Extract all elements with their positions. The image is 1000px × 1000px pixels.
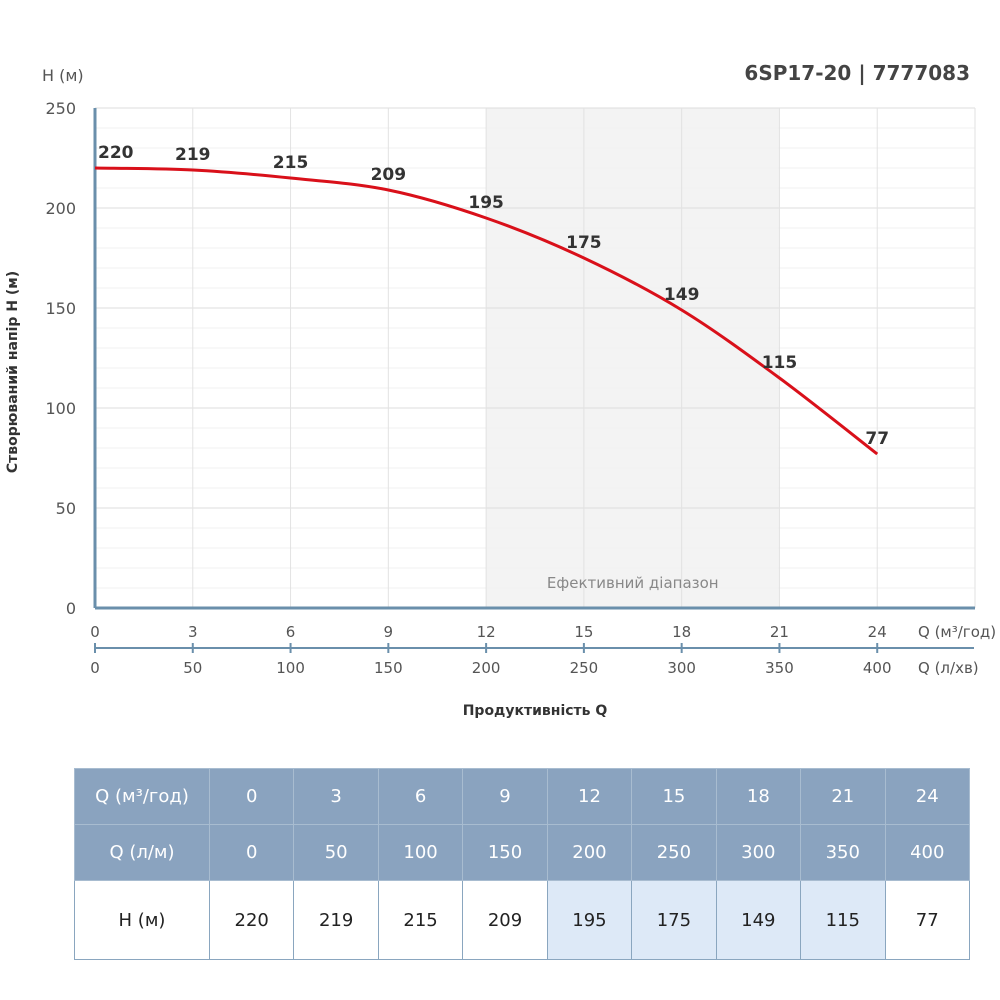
table-cell: 0 (208, 824, 295, 881)
table-cell: 77 (884, 880, 970, 960)
table-cell: 200 (546, 824, 633, 881)
x2-tick-label: 250 (570, 659, 599, 677)
data-label: 77 (865, 429, 889, 449)
efficient-range-label: Ефективний діапазон (547, 574, 719, 592)
x2-tick-label: 350 (765, 659, 794, 677)
y-tick-label: 150 (45, 299, 76, 318)
y-tick-label: 50 (56, 499, 76, 518)
chart-title: 6SP17-20 | 7777083 (744, 61, 970, 85)
table-cell: 150 (462, 824, 548, 881)
x-tick-label: 18 (672, 623, 691, 641)
table-cell: 15 (631, 768, 717, 825)
table-row: H (м) 220 219 215 209 195 175 149 115 77 (74, 880, 970, 960)
table-cell: 175 (631, 880, 717, 960)
x-tick-label: 21 (770, 623, 789, 641)
x2-tick-label: 300 (667, 659, 696, 677)
table-cell: 3 (293, 768, 379, 825)
table-cell: 300 (715, 824, 802, 881)
table-cell: 115 (800, 880, 886, 960)
performance-table: Q (м³/год) 0 3 6 9 12 15 18 21 24 Q (л/м) 0 50 100 150… (74, 768, 970, 960)
data-label: 195 (468, 193, 504, 213)
data-label: 115 (762, 353, 798, 373)
y-tick-label: 200 (45, 199, 76, 218)
efficient-range-shade (486, 108, 780, 608)
table-cell: 250 (631, 824, 717, 881)
data-label: 149 (664, 285, 700, 305)
x-tick-label: 15 (574, 623, 593, 641)
table-row: Q (л/м) 0 50 100 150 200 250 300 350 400 (74, 824, 970, 881)
x-tick-label: 3 (188, 623, 198, 641)
table-cell: 100 (377, 824, 464, 881)
table-cell: 18 (715, 768, 802, 825)
data-label: 219 (175, 145, 211, 165)
table-cell: 149 (715, 880, 802, 960)
table-cell: 400 (884, 824, 970, 881)
table-cell: 195 (546, 880, 633, 960)
table-cell: 24 (884, 768, 970, 825)
x2-tick-label: 200 (472, 659, 501, 677)
y-axis-title: Створюваний напір H (м) (5, 271, 21, 473)
x-tick-label: 0 (90, 623, 100, 641)
x2-tick-label: 0 (90, 659, 100, 677)
head-curve-line (94, 166, 879, 456)
table-cell: 0 (208, 768, 295, 825)
row-label: Q (м³/год) (74, 768, 210, 825)
row-label: Q (л/м) (74, 824, 210, 881)
y-unit-label: H (м) (42, 66, 84, 85)
y-tick-label: 0 (66, 599, 76, 618)
data-label: 209 (371, 165, 407, 185)
x2-tick-label: 50 (183, 659, 202, 677)
row-label: H (м) (74, 880, 210, 960)
x-unit-label: Q (м³/год) (918, 623, 996, 641)
table-cell: 219 (293, 880, 379, 960)
table-cell: 21 (800, 768, 886, 825)
x2-tick-label: 100 (276, 659, 305, 677)
table-cell: 209 (462, 880, 548, 960)
table-cell: 9 (462, 768, 548, 825)
table-cell: 12 (546, 768, 633, 825)
y-tick-label: 250 (45, 99, 76, 118)
table-cell: 215 (377, 880, 464, 960)
x-tick-label: 24 (868, 623, 887, 641)
table-row: Q (м³/год) 0 3 6 9 12 15 18 21 24 (74, 768, 970, 825)
table-cell: 6 (377, 768, 464, 825)
x2-tick-label: 150 (374, 659, 403, 677)
data-label: 220 (98, 143, 134, 163)
y-tick-label: 100 (45, 399, 76, 418)
head-curve-chart: Ефективний діапазон050100150200250003506… (5, 61, 996, 719)
data-label: 215 (273, 153, 309, 173)
x2-unit-label: Q (л/хв) (918, 659, 979, 677)
data-label: 175 (566, 233, 602, 253)
table-cell: 50 (293, 824, 379, 881)
table-cell: 350 (800, 824, 886, 881)
table-cell: 220 (208, 880, 295, 960)
x-tick-label: 12 (477, 623, 496, 641)
x-axis-title: Продуктивність Q (463, 703, 608, 719)
x-tick-label: 9 (384, 623, 394, 641)
x-tick-label: 6 (286, 623, 296, 641)
x2-tick-label: 400 (863, 659, 892, 677)
